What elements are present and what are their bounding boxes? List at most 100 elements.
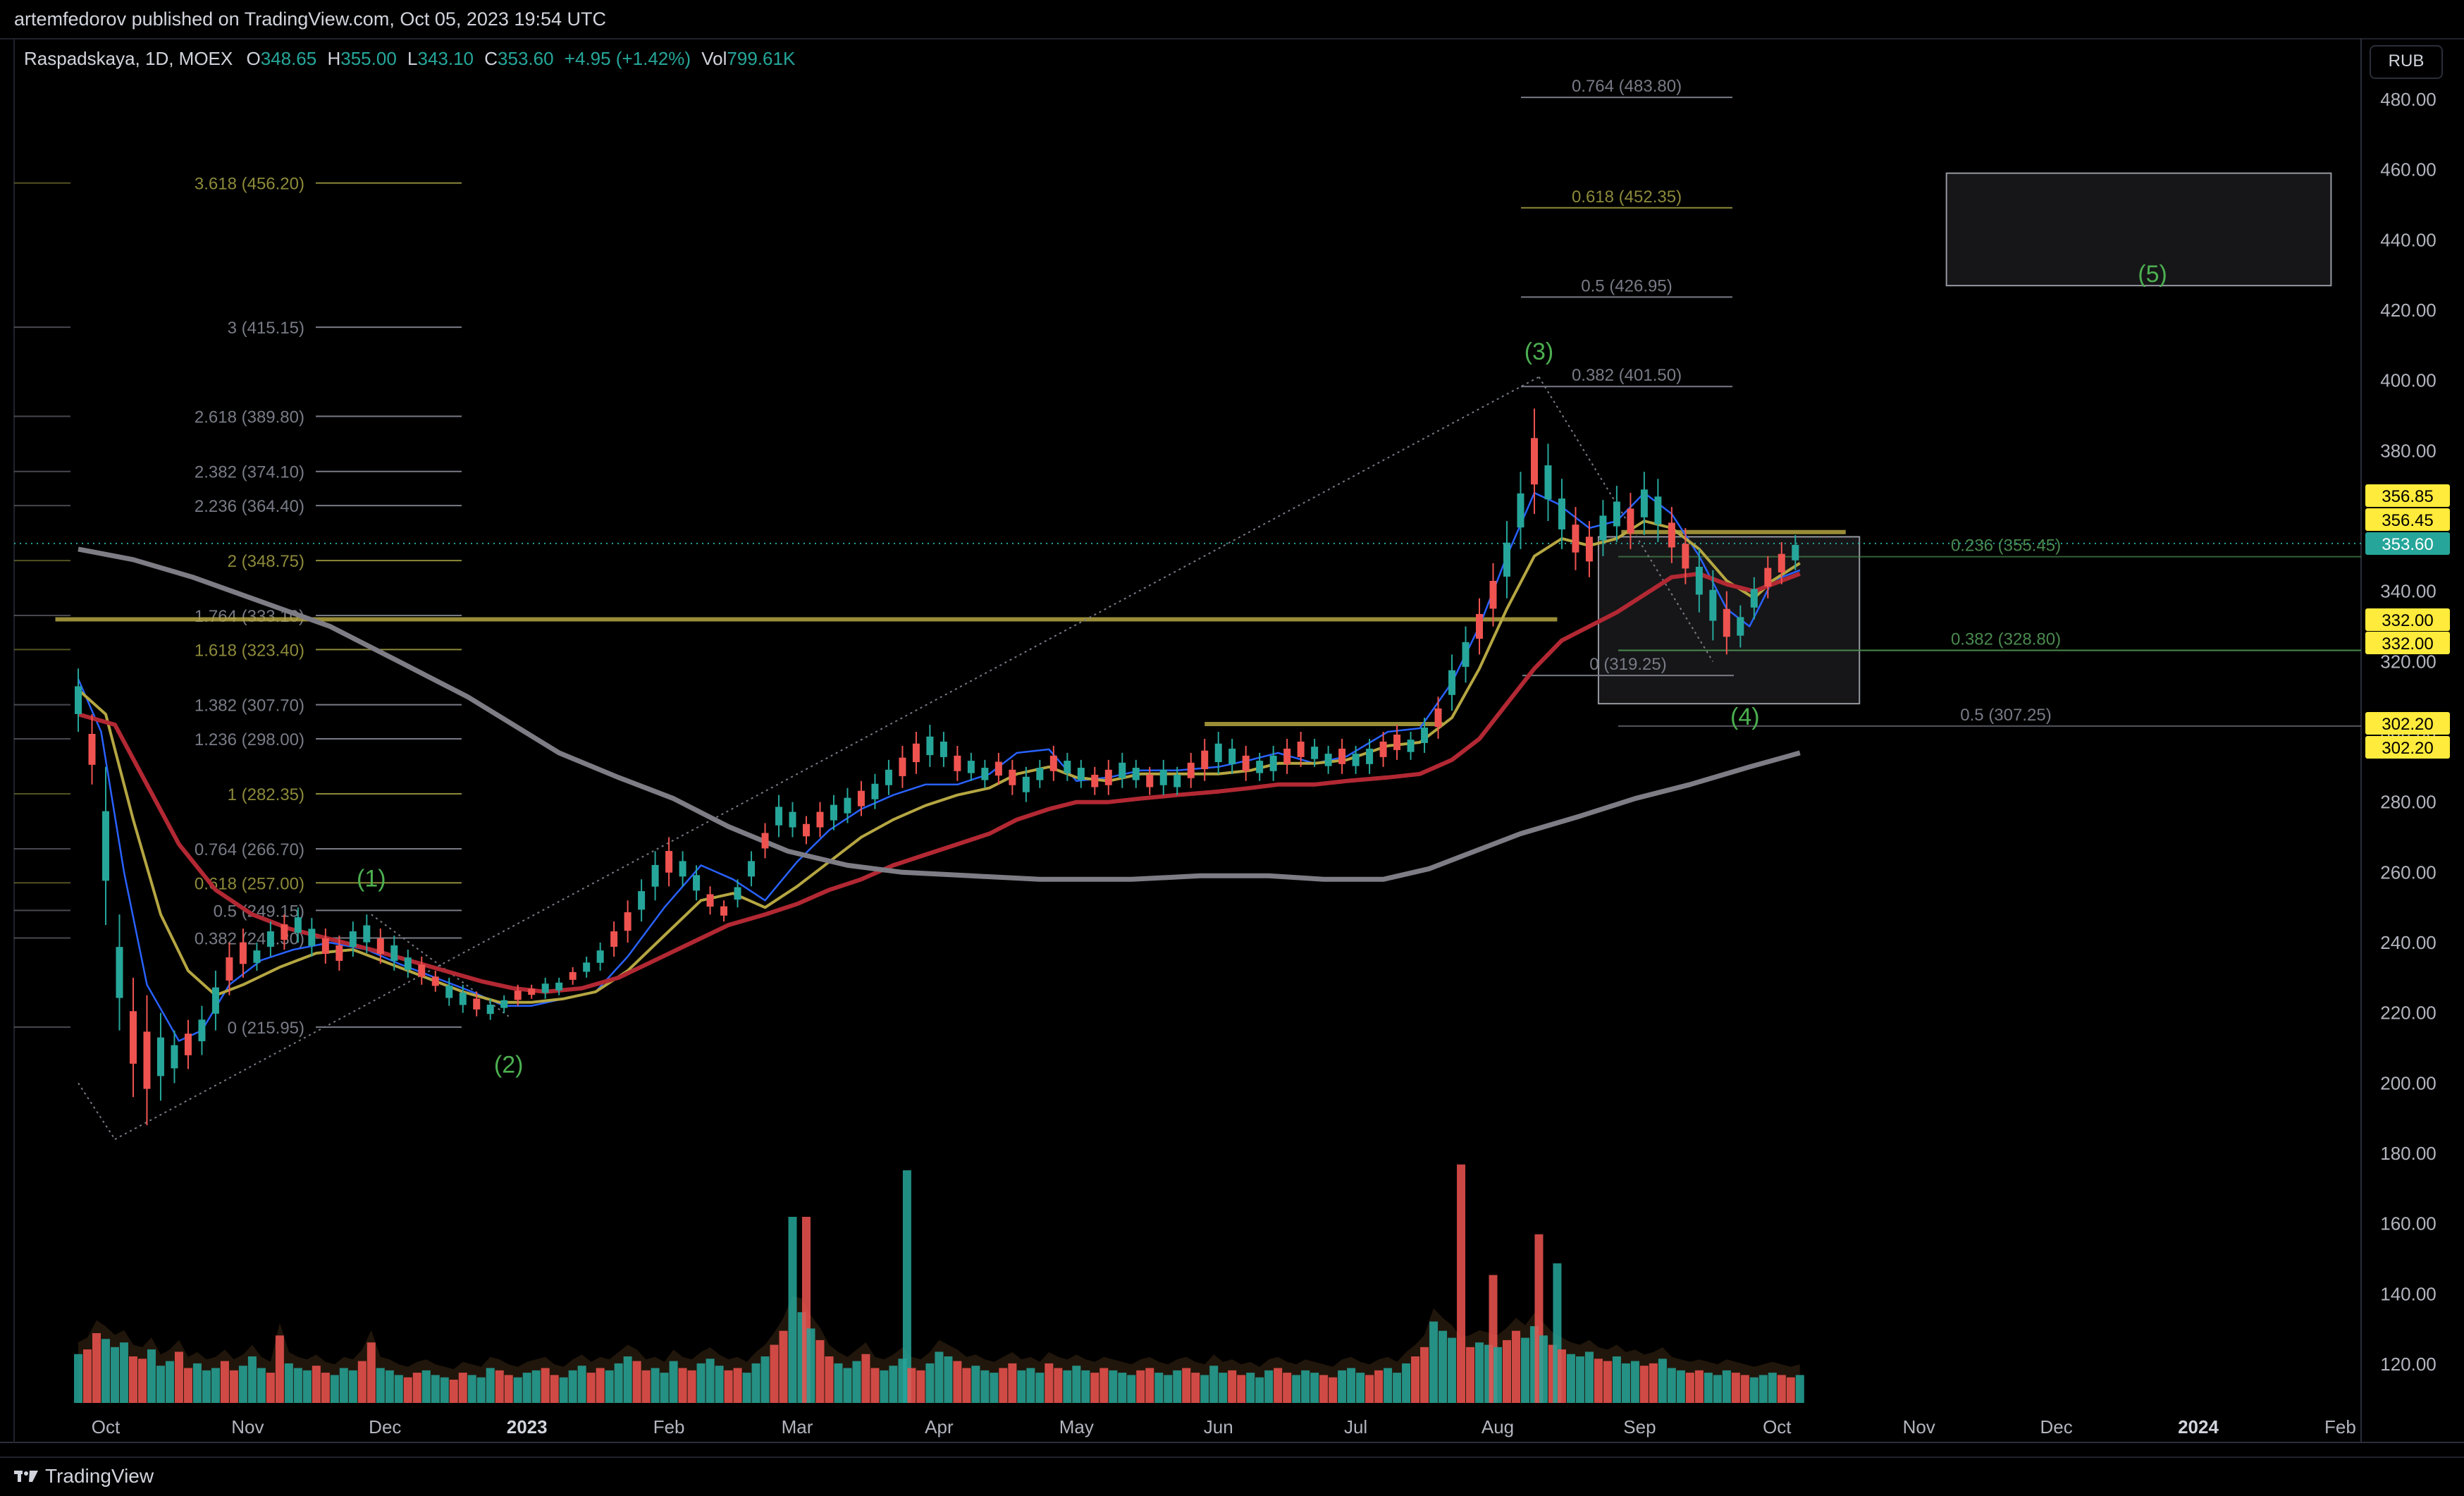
- footer-bar: [0, 1457, 2464, 1496]
- candle-body: [761, 833, 769, 849]
- volume-bar: [1649, 1363, 1658, 1403]
- volume-bar: [990, 1373, 999, 1403]
- y-tick-label: 200.00: [2380, 1072, 2437, 1093]
- candle-body: [335, 945, 343, 961]
- volume-bar: [861, 1354, 870, 1403]
- fib-retrace-label: 0 (319.25): [1589, 655, 1666, 674]
- volume-bar: [733, 1368, 742, 1403]
- symbol-title[interactable]: Raspadskaya, 1D, MOEX: [24, 48, 233, 69]
- candle-body: [994, 761, 1002, 776]
- volume-bar: [669, 1361, 678, 1403]
- volume-bar: [1219, 1373, 1228, 1403]
- volume-bar: [806, 1328, 815, 1403]
- volume-bar: [1393, 1373, 1402, 1403]
- candle-body: [1187, 762, 1195, 778]
- candle-body: [143, 1031, 151, 1089]
- volume-bar: [623, 1356, 632, 1403]
- volume-bar: [770, 1344, 779, 1403]
- elliott-wave-label: (5): [2138, 261, 2167, 288]
- candle-body: [1572, 525, 1579, 553]
- x-tick-label: Feb: [2324, 1416, 2356, 1437]
- volume-bar: [1731, 1373, 1740, 1403]
- volume-bar: [980, 1370, 990, 1403]
- volume-bar: [394, 1375, 403, 1403]
- candle-body: [981, 768, 989, 780]
- volume-bar: [385, 1370, 394, 1403]
- volume-bar: [1099, 1368, 1109, 1403]
- candle-body: [1489, 580, 1497, 609]
- volume-bar: [467, 1375, 476, 1403]
- tradingview-logo[interactable]: TradingView: [14, 1465, 154, 1488]
- candle-body: [967, 761, 975, 773]
- candle-body: [1613, 501, 1620, 527]
- moving-average-line: [78, 571, 1801, 994]
- candle-body: [1159, 769, 1167, 785]
- volume-bar: [678, 1368, 687, 1403]
- fib-right-label: 0.236 (355.45): [1951, 537, 2061, 556]
- volume-bar: [1557, 1349, 1566, 1403]
- fib-ext-label: 0.764 (266.70): [195, 840, 304, 859]
- candle-body: [912, 743, 920, 763]
- volume-bar: [1026, 1368, 1035, 1403]
- volume-bar: [1310, 1373, 1319, 1403]
- candle-body: [1764, 568, 1772, 587]
- candle-body: [1585, 537, 1593, 562]
- volume-bar: [1575, 1356, 1584, 1403]
- volume-bar: [1493, 1347, 1503, 1403]
- price-badge-label: 332.00: [2382, 611, 2433, 630]
- volume-bar: [1420, 1347, 1429, 1403]
- volume-bar: [1164, 1375, 1173, 1403]
- volume-bar: [348, 1370, 357, 1403]
- volume-bar: [916, 1370, 925, 1403]
- volume-bar: [522, 1373, 531, 1403]
- volume-bar: [1786, 1377, 1795, 1403]
- currency-button[interactable]: RUB: [2370, 45, 2443, 79]
- volume-bar: [1228, 1370, 1237, 1403]
- volume-bar: [1457, 1164, 1466, 1403]
- y-tick-label: 120.00: [2380, 1354, 2437, 1375]
- y-tick-label: 400.00: [2380, 370, 2437, 391]
- volume-bar: [825, 1356, 834, 1403]
- candle-body: [171, 1045, 178, 1069]
- candle-body: [376, 938, 384, 954]
- target-box: [1945, 172, 2332, 287]
- volume-bar: [1621, 1363, 1630, 1403]
- y-tick-label: 280.00: [2380, 792, 2437, 813]
- volume-bar: [1411, 1356, 1420, 1403]
- volume-bar: [1237, 1375, 1246, 1403]
- fib-ext-label: 3.618 (456.20): [195, 175, 304, 194]
- volume-bar: [971, 1366, 980, 1403]
- volume-bar: [1109, 1370, 1118, 1403]
- volume-bar: [376, 1368, 385, 1403]
- candle-body: [651, 864, 659, 887]
- volume-bar: [605, 1370, 614, 1403]
- y-tick-label: 160.00: [2380, 1213, 2437, 1234]
- candle-body: [1352, 754, 1360, 766]
- candle-body: [473, 998, 481, 1010]
- candle-body: [624, 912, 632, 931]
- volume-bar: [1081, 1370, 1090, 1403]
- x-tick-label: Jun: [1204, 1416, 1233, 1437]
- volume-bar: [128, 1356, 137, 1403]
- candle-body: [226, 957, 233, 981]
- candle-body: [129, 1011, 137, 1064]
- volume-bar: [944, 1356, 953, 1403]
- candle-body: [1654, 496, 1662, 525]
- publish-header: artemfedorov published on TradingView.co…: [0, 0, 2464, 39]
- moving-average-line: [78, 546, 1801, 882]
- volume-bar: [1035, 1373, 1045, 1403]
- volume-bar: [229, 1370, 238, 1403]
- volume-bar: [211, 1368, 220, 1403]
- fib-ext-label: 2.618 (389.80): [195, 407, 304, 427]
- candle-body: [1750, 589, 1758, 608]
- candle-body: [1297, 741, 1305, 757]
- x-tick-label: 2024: [2178, 1416, 2219, 1437]
- symbol-legend: Raspadskaya, 1D, MOEX O348.65 H355.00 L3…: [24, 48, 795, 70]
- candle-body: [926, 736, 934, 756]
- candle-body: [541, 983, 549, 993]
- volume-bar: [742, 1373, 751, 1403]
- candle-body: [253, 950, 261, 963]
- y-tick-label: 140.00: [2380, 1283, 2437, 1304]
- fib-retrace-label: 0.382 (401.50): [1572, 366, 1682, 385]
